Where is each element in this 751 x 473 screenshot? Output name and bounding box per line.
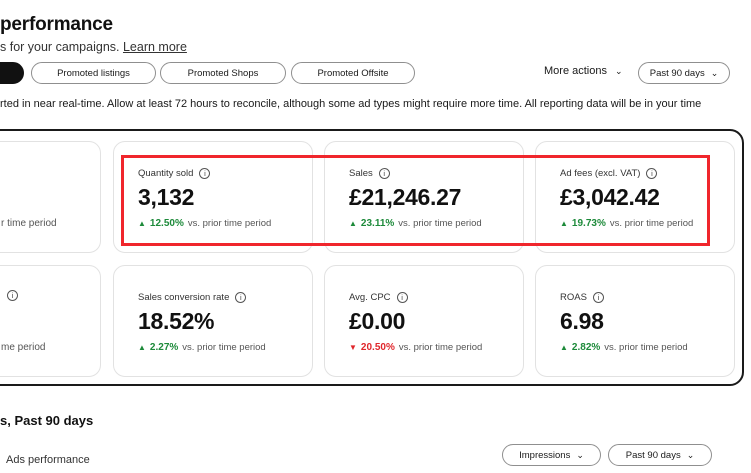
metric-card-roas: ROAS i 6.98 ▲ 2.82% vs. prior time period	[535, 265, 735, 377]
ads-performance-label: Ads performance	[6, 454, 90, 466]
metric-select-label: Impressions	[519, 449, 571, 461]
metric-card-avg-cpc: Avg. CPC i £0.00 ▼ 20.50% vs. prior time pe…	[324, 265, 524, 377]
info-icon[interactable]: i	[378, 168, 390, 179]
metric-card-sales: Sales i £21,246.27 ▲ 23.11% vs. prior time …	[324, 141, 524, 253]
info-icon[interactable]: i	[646, 168, 658, 179]
subtitle-text: s for your campaigns.	[0, 40, 120, 54]
metric-label: Sales i	[349, 168, 390, 179]
arrow-up-icon: ▲	[138, 219, 146, 228]
metric-trend: ▲ 2.27% vs. prior time period	[138, 342, 266, 353]
annotation-highlight-box	[121, 155, 710, 246]
date-range-label: Past 90 days	[649, 67, 705, 79]
metric-trend: ▲ 19.73% vs. prior time period	[560, 218, 693, 229]
section-title: s, Past 90 days	[0, 413, 94, 428]
metric-label: Ad fees (excl. VAT) i	[560, 168, 658, 179]
tab-promoted-offsite[interactable]: Promoted Offsite	[291, 62, 415, 84]
metric-label-text: Avg. CPC	[349, 292, 391, 303]
metric-change: 2.82%	[571, 342, 601, 353]
info-icon[interactable]: i	[7, 290, 18, 301]
metric-comparison: vs. prior time period	[398, 342, 483, 353]
metric-card-sales-conversion-rate: Sales conversion rate i 18.52% ▲ 2.27% vs. …	[113, 265, 313, 377]
metric-label-text: Ad fees (excl. VAT)	[560, 168, 641, 179]
chevron-down-icon: ⌄	[576, 449, 584, 460]
metric-comparison: vs. prior time period	[187, 218, 272, 229]
arrow-up-icon: ▲	[138, 343, 146, 352]
metric-trend: ▲ 12.50% vs. prior time period	[138, 218, 271, 229]
more-actions-label: More actions	[544, 65, 607, 77]
info-icon[interactable]: i	[199, 168, 211, 179]
metric-label-text: Quantity sold	[138, 168, 194, 179]
metric-comparison: vs. prior time period	[604, 342, 688, 353]
arrow-down-icon: ▼	[349, 343, 357, 352]
metric-change: 19.73%	[571, 218, 606, 229]
chart-date-select[interactable]: Past 90 days ⌄	[608, 444, 712, 466]
chevron-down-icon: ⌄	[686, 449, 695, 460]
metric-change: 20.50%	[360, 342, 395, 353]
chevron-down-icon: ⌄	[710, 67, 719, 78]
metric-trend: ▲ 2.82% vs. prior time period	[560, 342, 688, 353]
reporting-notice: rted in near real-time. Allow at least 7…	[0, 98, 702, 110]
partial-trend-text: me period	[1, 342, 46, 353]
tab-selected[interactable]	[0, 62, 24, 84]
metric-card-quantity-sold: Quantity sold i 3,132 ▲ 12.50% vs. prior ti…	[113, 141, 313, 253]
arrow-up-icon: ▲	[349, 219, 357, 228]
chart-date-select-label: Past 90 days	[625, 449, 681, 461]
info-icon[interactable]: i	[592, 292, 604, 303]
metric-value: £21,246.27	[349, 184, 462, 210]
metric-value: 3,132	[138, 184, 195, 210]
metric-change: 23.11%	[360, 218, 395, 229]
metric-value: 6.98	[560, 308, 604, 334]
tab-promoted-shops[interactable]: Promoted Shops	[160, 62, 286, 84]
metric-comparison: vs. prior time period	[182, 342, 266, 353]
metric-select[interactable]: Impressions ⌄	[502, 444, 601, 466]
metric-label-text: ROAS	[560, 292, 587, 303]
metric-label: Avg. CPC i	[349, 292, 408, 303]
page-subtitle: s for your campaigns. Learn more	[0, 40, 187, 54]
arrow-up-icon: ▲	[560, 343, 568, 352]
metric-value: £0.00	[349, 308, 406, 334]
metric-card-ad-fees: Ad fees (excl. VAT) i £3,042.42 ▲ 19.73% vs…	[535, 141, 735, 253]
more-actions-button[interactable]: More actions ⌄	[544, 65, 623, 77]
metric-value: £3,042.42	[560, 184, 660, 210]
page-title: performance	[0, 14, 113, 35]
metric-label: Sales conversion rate i	[138, 292, 247, 303]
date-range-select[interactable]: Past 90 days ⌄	[638, 62, 730, 84]
metric-change: 12.50%	[149, 218, 184, 229]
metric-trend: ▲ 23.11% vs. prior time period	[349, 218, 482, 229]
info-icon[interactable]: i	[235, 292, 247, 303]
metric-label: ROAS i	[560, 292, 604, 303]
metric-value: 18.52%	[138, 308, 215, 334]
metric-label: Quantity sold i	[138, 168, 211, 179]
metric-label-text: Sales conversion rate	[138, 292, 230, 303]
metric-card-partial-top: r time period	[0, 141, 101, 253]
partial-trend-text: r time period	[1, 218, 57, 229]
chevron-down-icon: ⌄	[614, 65, 623, 76]
tab-promoted-listings[interactable]: Promoted listings	[31, 62, 156, 84]
learn-more-link[interactable]: Learn more	[122, 40, 187, 54]
metric-trend: ▼ 20.50% vs. prior time period	[349, 342, 482, 353]
metric-card-partial-bottom: i me period	[0, 265, 101, 377]
metric-comparison: vs. prior time period	[609, 218, 694, 229]
metric-change: 2.27%	[149, 342, 179, 353]
metric-label-text: Sales	[349, 168, 373, 179]
metric-comparison: vs. prior time period	[398, 218, 482, 229]
info-icon[interactable]: i	[396, 292, 408, 303]
arrow-up-icon: ▲	[560, 219, 568, 228]
